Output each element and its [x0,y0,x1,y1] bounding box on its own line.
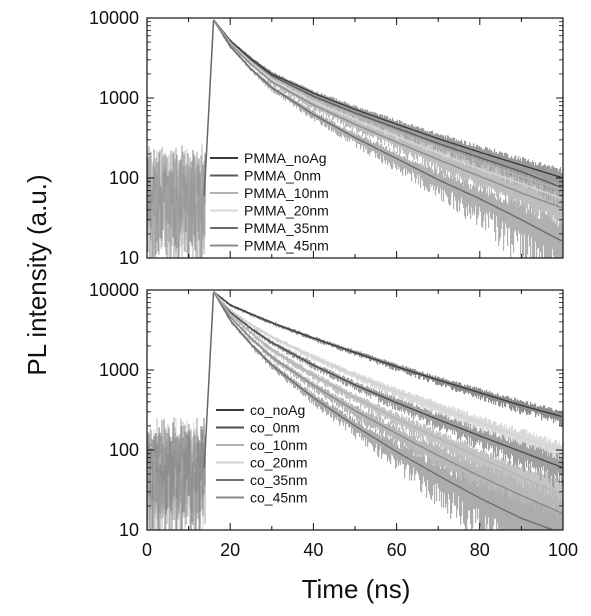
bottom-legend-label: co_noAg [250,402,305,418]
bottom-legend-label: co_45nm [250,490,308,506]
top-series-PMMA_noAg [213,19,562,179]
top-ytick-label: 100 [109,168,139,188]
top-ytick-label: 1000 [99,88,139,108]
bottom-series-co_35nm [212,291,556,530]
bottom-legend-label: co_0nm [250,420,300,436]
bottom-rise-edge [203,291,215,468]
x-axis-label: Time (ns) [302,574,411,604]
bottom-legend-label: co_10nm [250,437,308,453]
top-legend-label: PMMA_noAg [244,150,326,166]
top-legend-label: PMMA_35nm [244,220,329,236]
bottom-ytick-label: 100 [109,440,139,460]
y-axis-label: PL intensity (a.u.) [22,174,52,375]
top-legend-label: PMMA_10nm [244,185,329,201]
bottom-xtick-label: 40 [303,540,323,560]
top-series-PMMA_0nm [213,19,562,189]
top-ytick-label: 10 [119,248,139,268]
top-noise-PMMA_10nm [147,20,563,258]
top-legend-label: PMMA_45nm [244,238,329,254]
top-rise-edge [203,19,215,196]
top-legend: PMMA_noAgPMMA_0nmPMMA_10nmPMMA_20nmPMMA_… [210,150,329,254]
bottom-xtick-label: 60 [387,540,407,560]
top-legend-label: PMMA_0nm [244,168,321,184]
bottom-series-co_45nm [213,291,562,514]
top-panel: 10 100 1000 10000 PMMA_noAg PMMA_0nmPMMA_10nm… [89,8,564,268]
top-series-PMMA_20nm [213,19,562,199]
bottom-series-co_20nm [213,291,562,452]
top-series-PMMA_35nm [213,19,562,242]
bottom-xtick-label: 100 [548,540,578,560]
bottom-series-co_10nm [213,291,562,496]
top-plot-area [147,19,563,258]
bottom-plot-area [147,291,563,530]
top-ytick-label: 10000 [89,8,139,28]
bottom-series-co_noAg [213,291,562,418]
bottom-ytick-label: 10 [119,520,139,540]
top-series-PMMA_10nm [213,19,562,191]
bottom-ytick-label: 1000 [99,360,139,380]
bottom-series-co_0nm [213,291,562,468]
bottom-xtick-label: 20 [220,540,240,560]
top-legend-label: PMMA_20nm [244,203,329,219]
bottom-xtick-label: 80 [470,540,490,560]
bottom-ytick-label: 10000 [89,280,139,300]
bottom-legend-label: co_35nm [250,472,308,488]
top-series-PMMA_45nm [213,19,562,209]
bottom-legend-label: co_20nm [250,455,308,471]
bottom-noise-co_35nm [147,293,563,530]
bottom-xtick-label: 0 [142,540,152,560]
